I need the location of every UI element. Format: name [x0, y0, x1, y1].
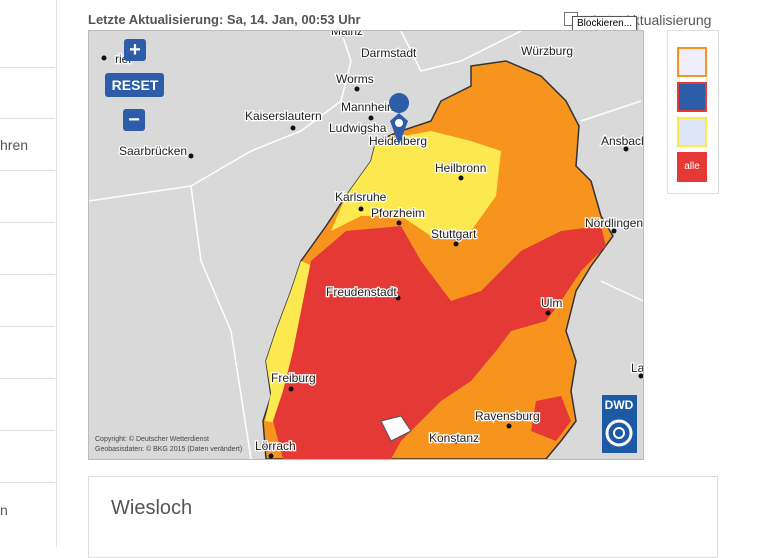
separator — [0, 482, 55, 483]
city-label: Konstanz — [429, 431, 479, 445]
city-label: Mannheim — [341, 100, 397, 114]
city-dot — [638, 373, 643, 379]
city-dot — [396, 220, 402, 226]
borders — [89, 31, 643, 459]
frost-icon[interactable] — [677, 117, 707, 147]
legend: alle — [667, 30, 719, 194]
dwd-logo-ring — [605, 419, 633, 447]
separator — [0, 67, 55, 68]
city-dot — [453, 438, 459, 444]
city-dot — [395, 295, 401, 301]
panel-title: Wiesloch — [111, 497, 193, 519]
city-label: Freiburg — [271, 371, 316, 385]
city-label: Lörrach — [255, 439, 296, 453]
city-label: Kaiserslautern — [245, 109, 322, 123]
city-dot — [268, 453, 274, 459]
city-label: Ulm — [541, 296, 562, 310]
dwd-logo — [602, 395, 637, 453]
separator — [0, 378, 55, 379]
city-dot — [358, 206, 364, 212]
city-label: Worms — [336, 72, 374, 86]
city-dot — [290, 125, 296, 131]
sidebar-item[interactable]: hren — [0, 137, 29, 153]
city-dot — [506, 423, 512, 429]
city-dot — [458, 175, 464, 181]
location-marker[interactable] — [389, 93, 410, 145]
marker-dot — [395, 119, 403, 127]
region-red — [273, 226, 606, 459]
lake — [380, 415, 412, 442]
city-label: La — [631, 361, 644, 375]
city-label: Mainz — [331, 30, 363, 38]
city-dot — [368, 126, 374, 132]
zoom-in[interactable] — [124, 39, 146, 61]
all-button[interactable]: alle — [677, 152, 707, 182]
city-label: Karlsruhe — [335, 190, 387, 204]
separator — [0, 170, 55, 171]
sidebar: hren n — [0, 0, 57, 547]
zoom-out[interactable] — [123, 109, 145, 131]
last-update: Letzte Aktualisierung: Sa, 14. Jan, 00:5… — [88, 12, 361, 27]
reset[interactable] — [105, 73, 164, 97]
region-yellow — [331, 131, 501, 236]
separator — [0, 222, 55, 223]
zoom-in-label[interactable]: + — [129, 39, 141, 61]
city-dot — [545, 310, 551, 316]
city-label: Würzburg — [521, 44, 573, 58]
region-red — [531, 396, 571, 441]
wind-icon[interactable] — [677, 47, 707, 77]
reset-label[interactable]: RESET — [112, 77, 159, 93]
separator — [0, 118, 55, 119]
city-label: Ravensburg — [475, 409, 540, 423]
snow-icon[interactable] — [677, 82, 707, 112]
separator — [0, 430, 55, 431]
city-label: Nördlingen — [585, 216, 643, 230]
city-label: Freudenstadt — [326, 285, 397, 299]
city-label: Heilbronn — [435, 161, 486, 175]
copyright: Copyright: © Deutscher Wetterdienst — [95, 435, 209, 443]
city-label: Stuttgart — [431, 227, 477, 241]
separator — [0, 274, 55, 275]
sidebar-item[interactable]: n — [0, 502, 8, 518]
city-label: Ansbach — [601, 134, 644, 148]
city-label: Saarbrücken — [119, 144, 187, 158]
city-dot — [288, 386, 294, 392]
city-dot — [354, 86, 360, 92]
city-dot — [340, 31, 346, 37]
city-dot — [101, 55, 107, 61]
tooltip: Blockieren... — [572, 16, 638, 31]
city-label: Ludwigsha — [329, 121, 387, 135]
city-dot — [611, 228, 617, 234]
panel: Wiesloch — [88, 476, 718, 558]
separator — [0, 326, 55, 327]
zoom-out-label[interactable]: − — [128, 109, 140, 131]
city-label: Pforzheim — [371, 206, 425, 220]
city-dot — [188, 153, 194, 159]
city-dot — [388, 51, 394, 57]
city-dot — [546, 51, 552, 57]
city-dot — [368, 115, 374, 121]
city-label: Darmstadt — [361, 46, 417, 60]
dwd-logo-text: DWD — [605, 398, 634, 412]
dwd-logo-ring — [613, 427, 625, 439]
city-dot — [453, 241, 459, 247]
geodata: Geobasisdaten: © BKG 2015 (Daten verände… — [95, 445, 242, 453]
city-dot — [623, 146, 629, 152]
